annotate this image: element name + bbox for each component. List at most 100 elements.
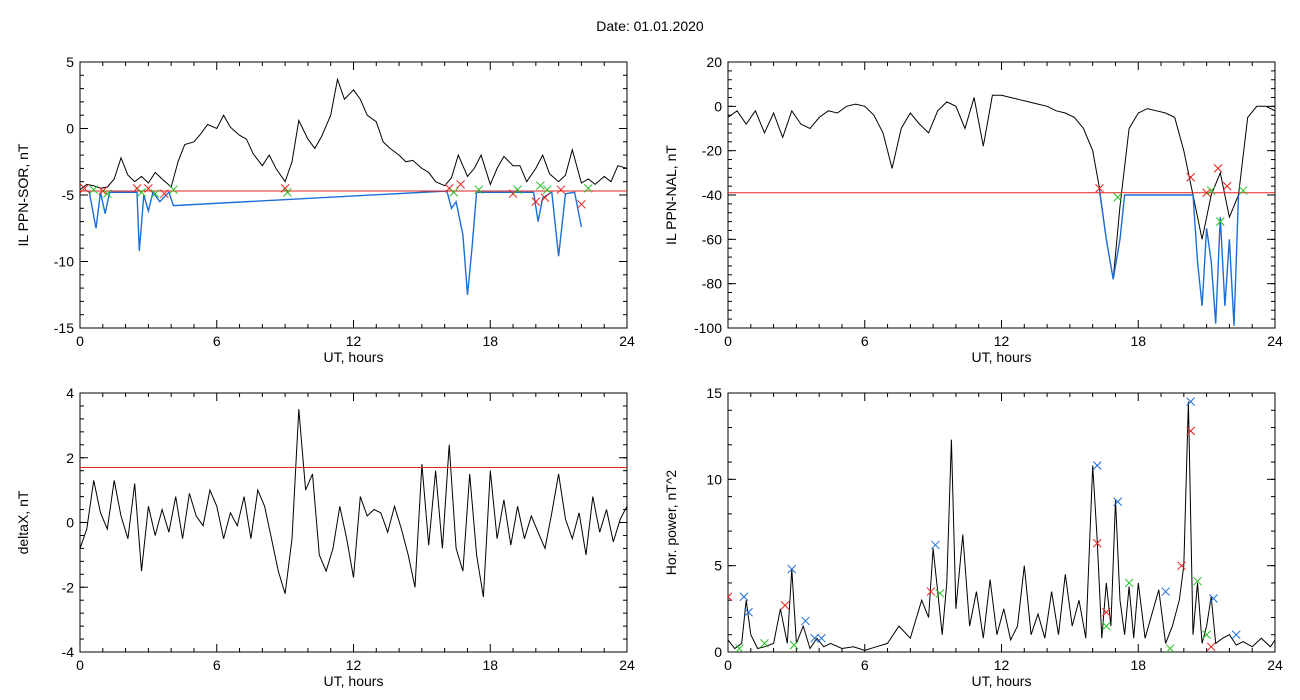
- series-line-1: [728, 401, 1275, 651]
- marker-red-x: [159, 189, 169, 199]
- y-tick-label: 5: [714, 558, 722, 574]
- y-axis-label: Hor. power, nT^2: [663, 470, 679, 576]
- y-tick-label: -2: [62, 579, 75, 595]
- marker-red-x: [1222, 181, 1232, 191]
- x-tick-label: 6: [213, 333, 221, 349]
- marker-green-x: [760, 639, 769, 648]
- y-axis-label: deltaX, nT: [15, 490, 31, 554]
- marker-red-x: [1186, 172, 1196, 182]
- y-tick-label: 0: [66, 515, 74, 531]
- marker-green-x: [542, 185, 552, 195]
- y-tick-label: 5: [66, 54, 74, 70]
- marker-red-x: [577, 199, 586, 209]
- x-tick-label: 12: [346, 333, 362, 349]
- x-tick-label: 0: [76, 333, 84, 349]
- x-tick-label: 18: [482, 657, 498, 673]
- x-tick-label: 18: [1130, 657, 1146, 673]
- marker-red-x: [1186, 426, 1196, 436]
- page-title: Date: 01.01.2020: [596, 18, 704, 34]
- x-tick-label: 18: [1130, 333, 1146, 349]
- marker-blue-x: [1092, 461, 1102, 470]
- marker-blue-x: [787, 564, 797, 574]
- marker-green-x: [1113, 192, 1123, 202]
- y-axis-label: IL PPN-SOR, nT: [15, 143, 31, 246]
- y-tick-label: 10: [706, 471, 722, 487]
- y-tick-label: 0: [714, 98, 722, 114]
- marker-red-x: [556, 185, 566, 195]
- marker-red-x: [98, 186, 108, 196]
- x-tick-label: 12: [994, 333, 1010, 349]
- series-line-1: [728, 94, 1275, 280]
- x-tick-label: 6: [861, 333, 869, 349]
- y-tick-label: -5: [62, 187, 75, 203]
- marker-red-x: [280, 183, 290, 193]
- marker-blue-x: [1231, 630, 1241, 640]
- x-tick-label: 6: [213, 657, 221, 673]
- marker-green-x: [1238, 186, 1248, 195]
- x-tick-label: 24: [1267, 333, 1283, 349]
- chart-panel-1: 0 6 12 18 24 5 0 -5 -10 -15 UT, hours IL PPN-SOR, n…: [15, 54, 635, 365]
- marker-blue-x: [744, 607, 753, 617]
- x-axis-label: UT, hours: [324, 673, 384, 689]
- plot-frame: [79, 61, 628, 329]
- marker-blue-x: [810, 633, 819, 643]
- marker-green-x: [789, 640, 799, 650]
- marker-red-x: [1177, 561, 1186, 571]
- plot-area: [728, 94, 1275, 326]
- marker-green-x: [169, 185, 178, 195]
- marker-blue-x: [739, 592, 749, 602]
- marker-green-x: [283, 187, 292, 197]
- x-tick-label: 0: [724, 657, 732, 673]
- marker-red-x: [728, 592, 733, 602]
- marker-green-x: [89, 185, 99, 195]
- marker-blue-x: [1186, 397, 1196, 406]
- marker-red-x: [926, 587, 936, 596]
- marker-red-x: [1206, 642, 1216, 652]
- y-tick-label: -80: [702, 276, 722, 292]
- x-axis-label: UT, hours: [324, 349, 384, 365]
- plot-frame: [79, 392, 628, 653]
- plot-area: [728, 397, 1275, 652]
- marker-green-x: [449, 187, 459, 197]
- y-tick-label: 15: [706, 385, 722, 401]
- y-axis-label: IL PPN-NAL, nT: [663, 145, 679, 245]
- marker-red-x: [144, 183, 153, 193]
- marker-blue-x: [817, 633, 826, 643]
- marker-blue-x: [1113, 497, 1123, 507]
- y-tick-label: 20: [706, 54, 722, 70]
- marker-green-x: [1193, 576, 1202, 586]
- marker-green-x: [1202, 630, 1211, 640]
- y-tick-label: -100: [694, 320, 722, 336]
- y-tick-label: -15: [54, 320, 74, 336]
- marker-green-x: [935, 588, 945, 598]
- y-tick-label: -4: [62, 644, 75, 660]
- marker-green-x: [150, 189, 160, 199]
- x-tick-label: 24: [1267, 657, 1283, 673]
- x-axis-label: UT, hours: [972, 349, 1032, 365]
- marker-green-x: [474, 185, 484, 195]
- plot-area: [80, 77, 627, 295]
- x-axis-label: UT, hours: [972, 673, 1032, 689]
- marker-green-x: [1124, 578, 1134, 588]
- x-tick-label: 24: [619, 333, 635, 349]
- marker-blue-x: [1161, 587, 1170, 596]
- series-line-1: [80, 77, 627, 191]
- marker-red-x: [456, 180, 465, 189]
- y-tick-label: 4: [66, 385, 74, 401]
- marker-red-x: [1213, 164, 1223, 173]
- marker-green-x: [735, 644, 744, 652]
- marker-blue-x: [931, 540, 940, 550]
- marker-blue-x: [801, 616, 810, 626]
- x-tick-label: 24: [619, 657, 635, 673]
- marker-green-x: [1215, 217, 1225, 226]
- y-tick-label: 0: [714, 644, 722, 660]
- marker-red-x: [1101, 607, 1111, 617]
- marker-green-x: [102, 189, 112, 199]
- marker-red-x: [1095, 183, 1104, 193]
- y-tick-label: -10: [54, 254, 74, 270]
- x-tick-label: 18: [482, 333, 498, 349]
- plot-area: [80, 409, 627, 598]
- x-tick-label: 6: [861, 657, 869, 673]
- marker-green-x: [536, 181, 545, 191]
